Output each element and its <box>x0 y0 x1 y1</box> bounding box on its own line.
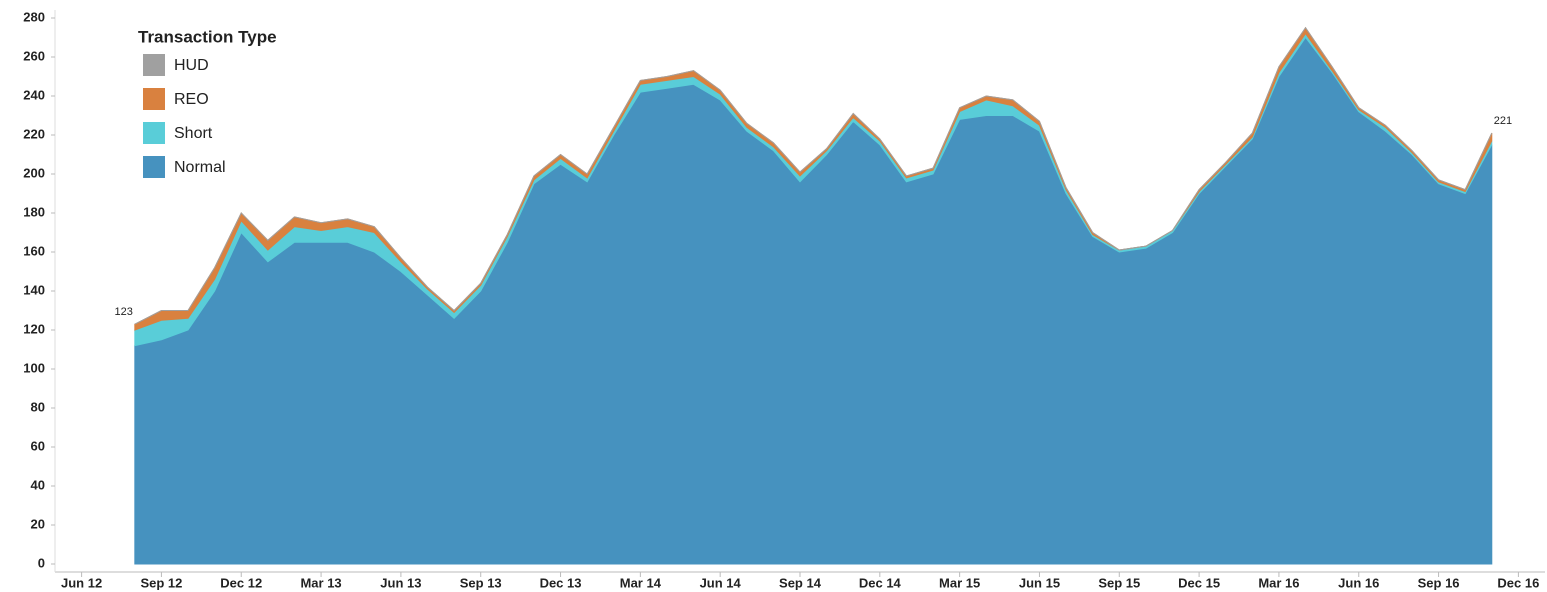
legend-swatch <box>143 156 165 178</box>
y-tick-label: 120 <box>23 321 45 336</box>
x-tick-label: Mar 14 <box>620 575 662 590</box>
annotation: 123 <box>114 306 132 318</box>
x-tick-label: Sep 13 <box>460 575 502 590</box>
x-tick-label: Jun 12 <box>61 575 102 590</box>
x-tick-label: Dec 15 <box>1178 575 1220 590</box>
legend-label: HUD <box>174 57 209 74</box>
y-tick-label: 260 <box>23 48 45 63</box>
x-tick-label: Jun 15 <box>1019 575 1060 590</box>
x-tick-label: Mar 13 <box>300 575 341 590</box>
x-tick-label: Sep 14 <box>779 575 822 590</box>
y-tick-label: 280 <box>23 9 45 24</box>
y-tick-label: 60 <box>31 438 45 453</box>
x-tick-label: Dec 12 <box>220 575 262 590</box>
x-tick-label: Mar 16 <box>1258 575 1299 590</box>
y-tick-label: 80 <box>31 399 45 414</box>
y-tick-label: 220 <box>23 126 45 141</box>
x-tick-label: Dec 16 <box>1497 575 1539 590</box>
x-tick-label: Mar 15 <box>939 575 980 590</box>
x-tick-label: Sep 12 <box>140 575 182 590</box>
legend-swatch <box>143 122 165 144</box>
x-tick-label: Sep 16 <box>1418 575 1460 590</box>
y-tick-label: 0 <box>38 555 45 570</box>
y-tick-label: 40 <box>31 477 45 492</box>
legend-title: Transaction Type <box>138 27 277 46</box>
area <box>134 36 1493 565</box>
x-tick-label: Dec 14 <box>859 575 902 590</box>
y-tick-label: 200 <box>23 165 45 180</box>
x-tick-label: Dec 13 <box>540 575 582 590</box>
legend-label: REO <box>174 91 209 108</box>
y-tick-label: 160 <box>23 243 45 258</box>
y-tick-label: 240 <box>23 87 45 102</box>
x-tick-label: Jun 16 <box>1338 575 1379 590</box>
x-tick-label: Sep 15 <box>1098 575 1140 590</box>
x-tick-label: Jun 13 <box>380 575 421 590</box>
y-tick-label: 100 <box>23 360 45 375</box>
annotation: 221 <box>1494 115 1512 127</box>
legend-label: Short <box>174 125 213 142</box>
x-tick-label: Jun 14 <box>700 575 742 590</box>
legend-label: Normal <box>174 159 226 176</box>
y-tick-label: 180 <box>23 204 45 219</box>
legend-swatch <box>143 88 165 110</box>
y-tick-label: 20 <box>31 516 45 531</box>
legend-swatch <box>143 54 165 76</box>
y-tick-label: 140 <box>23 282 45 297</box>
